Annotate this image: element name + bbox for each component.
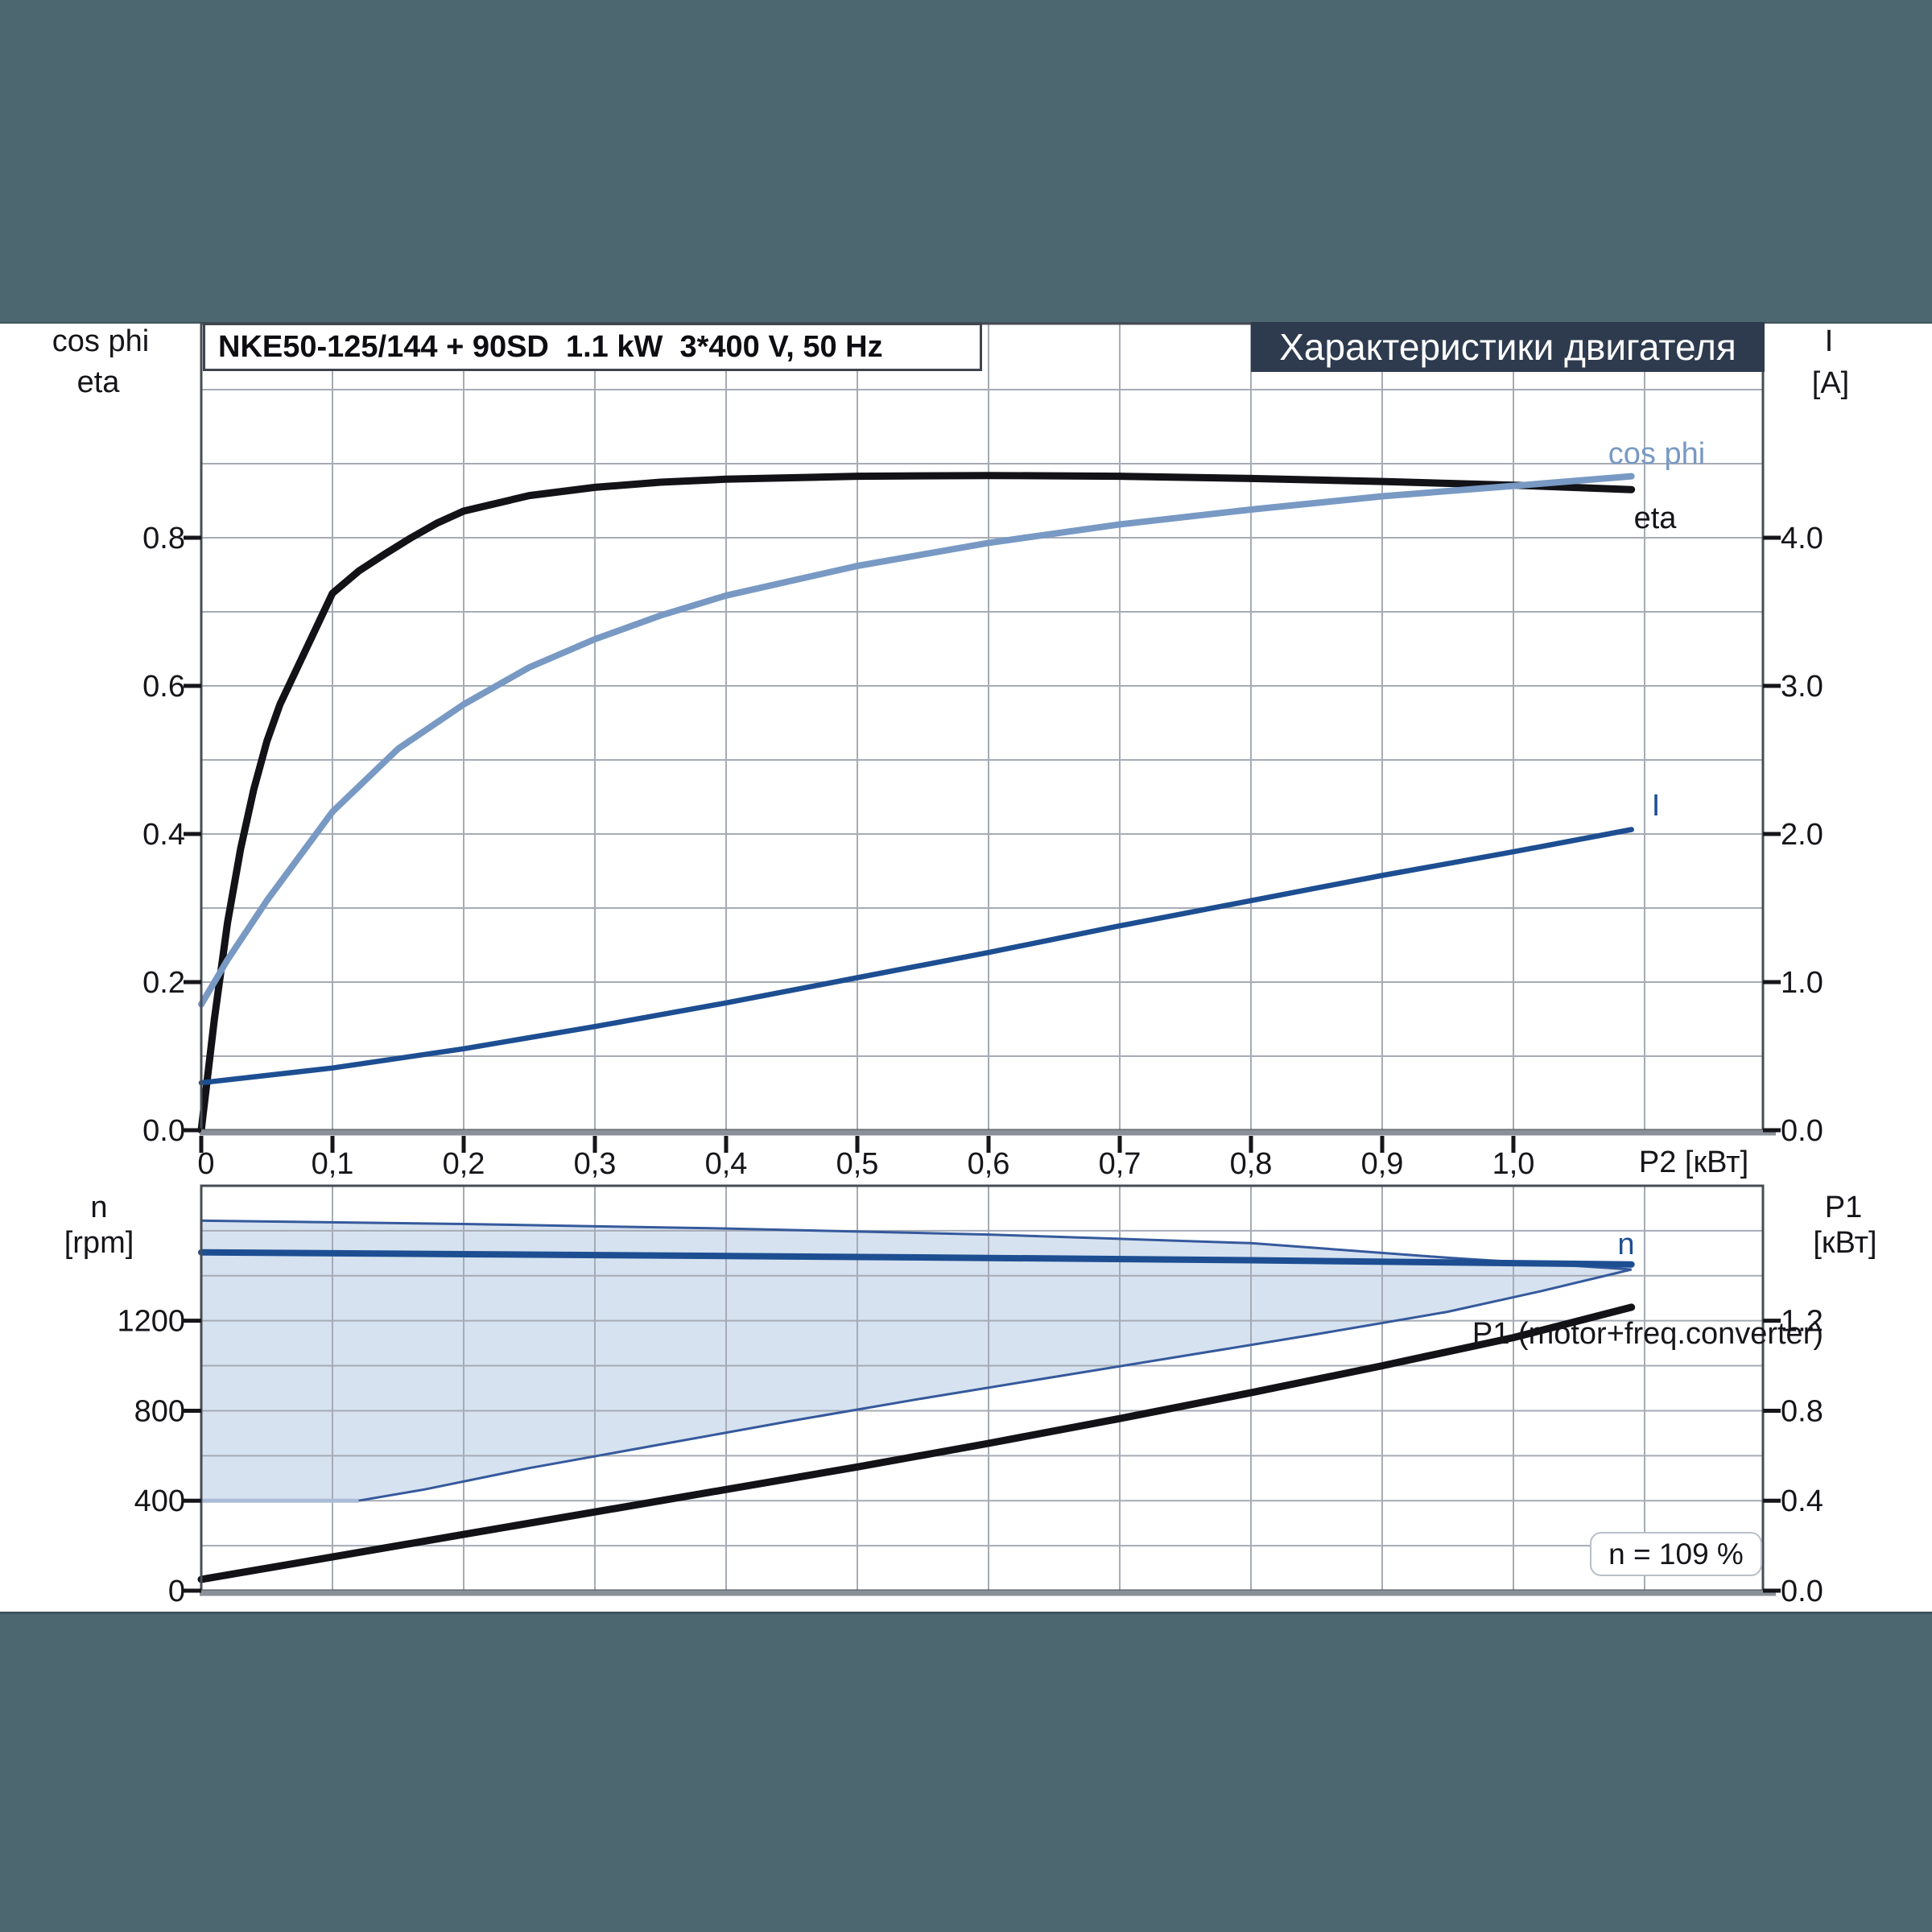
curve-label-n: n — [1617, 1228, 1634, 1261]
tick-label: 400 — [134, 1484, 185, 1518]
tick-label: 0.0 — [1781, 1114, 1823, 1148]
y-left-axis-title-n: n — [90, 1191, 107, 1224]
tick-label: 0.8 — [142, 522, 185, 555]
curve-label-cos-phi: cos phi — [1608, 437, 1705, 471]
tick-label: 0.0 — [1781, 1575, 1823, 1608]
chart-title: NKE50-125/144 + 90SD 1.1 kW 3*400 V, 50 … — [218, 330, 883, 365]
panel-header: Характеристики двигателя — [1251, 322, 1765, 372]
tick-label: 1.0 — [1781, 966, 1823, 1000]
tick-label: 0 — [168, 1575, 185, 1608]
tick-label: 0 — [197, 1147, 214, 1181]
tick-label: 0,9 — [1361, 1147, 1404, 1181]
tick-label: 0,6 — [968, 1147, 1010, 1181]
curve-label-p1: P1 (motor+freq.converter) — [1472, 1317, 1823, 1351]
tick-label: 2.0 — [1781, 818, 1823, 852]
y-right-axis-title-current: I — [1825, 324, 1834, 358]
curve-label-eta: eta — [1634, 502, 1678, 535]
y-right-axis-title-p1: P1 — [1825, 1191, 1862, 1224]
y-left-axis-title-eta: eta — [77, 365, 121, 399]
y-right-axis-unit-ampere: [A] — [1812, 366, 1849, 400]
tick-label: 1200 — [117, 1305, 185, 1339]
tick-label: 1,0 — [1492, 1147, 1535, 1181]
tick-label: 3.0 — [1781, 670, 1823, 704]
generated-chart-graphics: 0 0,1 0,2 0,3 0,4 0,5 0,6 0,7 0,8 0,9 1,0 0.0 0.2 0.4… — [117, 324, 1823, 1608]
tick-label: 0,8 — [1230, 1147, 1273, 1181]
tick-label: 0,3 — [574, 1147, 617, 1181]
y-left-axis-title-cos-phi: cos phi — [52, 324, 149, 358]
curve-i — [201, 830, 1632, 1084]
tick-label: 0,7 — [1099, 1147, 1141, 1181]
tick-label: 0.2 — [142, 966, 185, 1000]
curve-label-current: I — [1652, 789, 1661, 823]
curve-eta — [201, 476, 1632, 1130]
tick-label: 0.6 — [142, 670, 185, 704]
tick-label: 0,4 — [705, 1147, 748, 1181]
tick-label: 4.0 — [1781, 522, 1823, 555]
y-right-axis-unit-kwt: [кВт] — [1813, 1226, 1876, 1260]
tick-label: 0,2 — [443, 1147, 485, 1181]
tick-label: 800 — [134, 1394, 185, 1428]
chart-title-box: NKE50-125/144 + 90SD 1.1 kW 3*400 V, 50 … — [203, 323, 982, 371]
tick-label: 0,5 — [836, 1147, 879, 1181]
y-left-axis-unit-rpm: [rpm] — [64, 1226, 134, 1260]
motor-characteristics-chart: 0 0,1 0,2 0,3 0,4 0,5 0,6 0,7 0,8 0,9 1,0 0.0 0.2 0.4… — [0, 0, 1932, 1932]
x-axis-title-p2: P2 [кВт] — [1639, 1146, 1748, 1179]
speed-note-text: n = 109 % — [1608, 1538, 1744, 1571]
tick-label: 0,1 — [312, 1147, 354, 1181]
tick-label: 0.4 — [1781, 1484, 1823, 1518]
curve-cos-phi — [201, 477, 1632, 1005]
motor-characteristics-panel: 0 0,1 0,2 0,3 0,4 0,5 0,6 0,7 0,8 0,9 1,0 0.0 0.2 0.4… — [0, 0, 1932, 1932]
tick-label: 0.0 — [142, 1114, 185, 1148]
panel-header-title: Характеристики двигателя — [1279, 325, 1736, 369]
tick-label: 0.4 — [142, 818, 185, 852]
speed-note-badge: n = 109 % — [1590, 1532, 1762, 1576]
tick-label: 0.8 — [1781, 1394, 1823, 1428]
